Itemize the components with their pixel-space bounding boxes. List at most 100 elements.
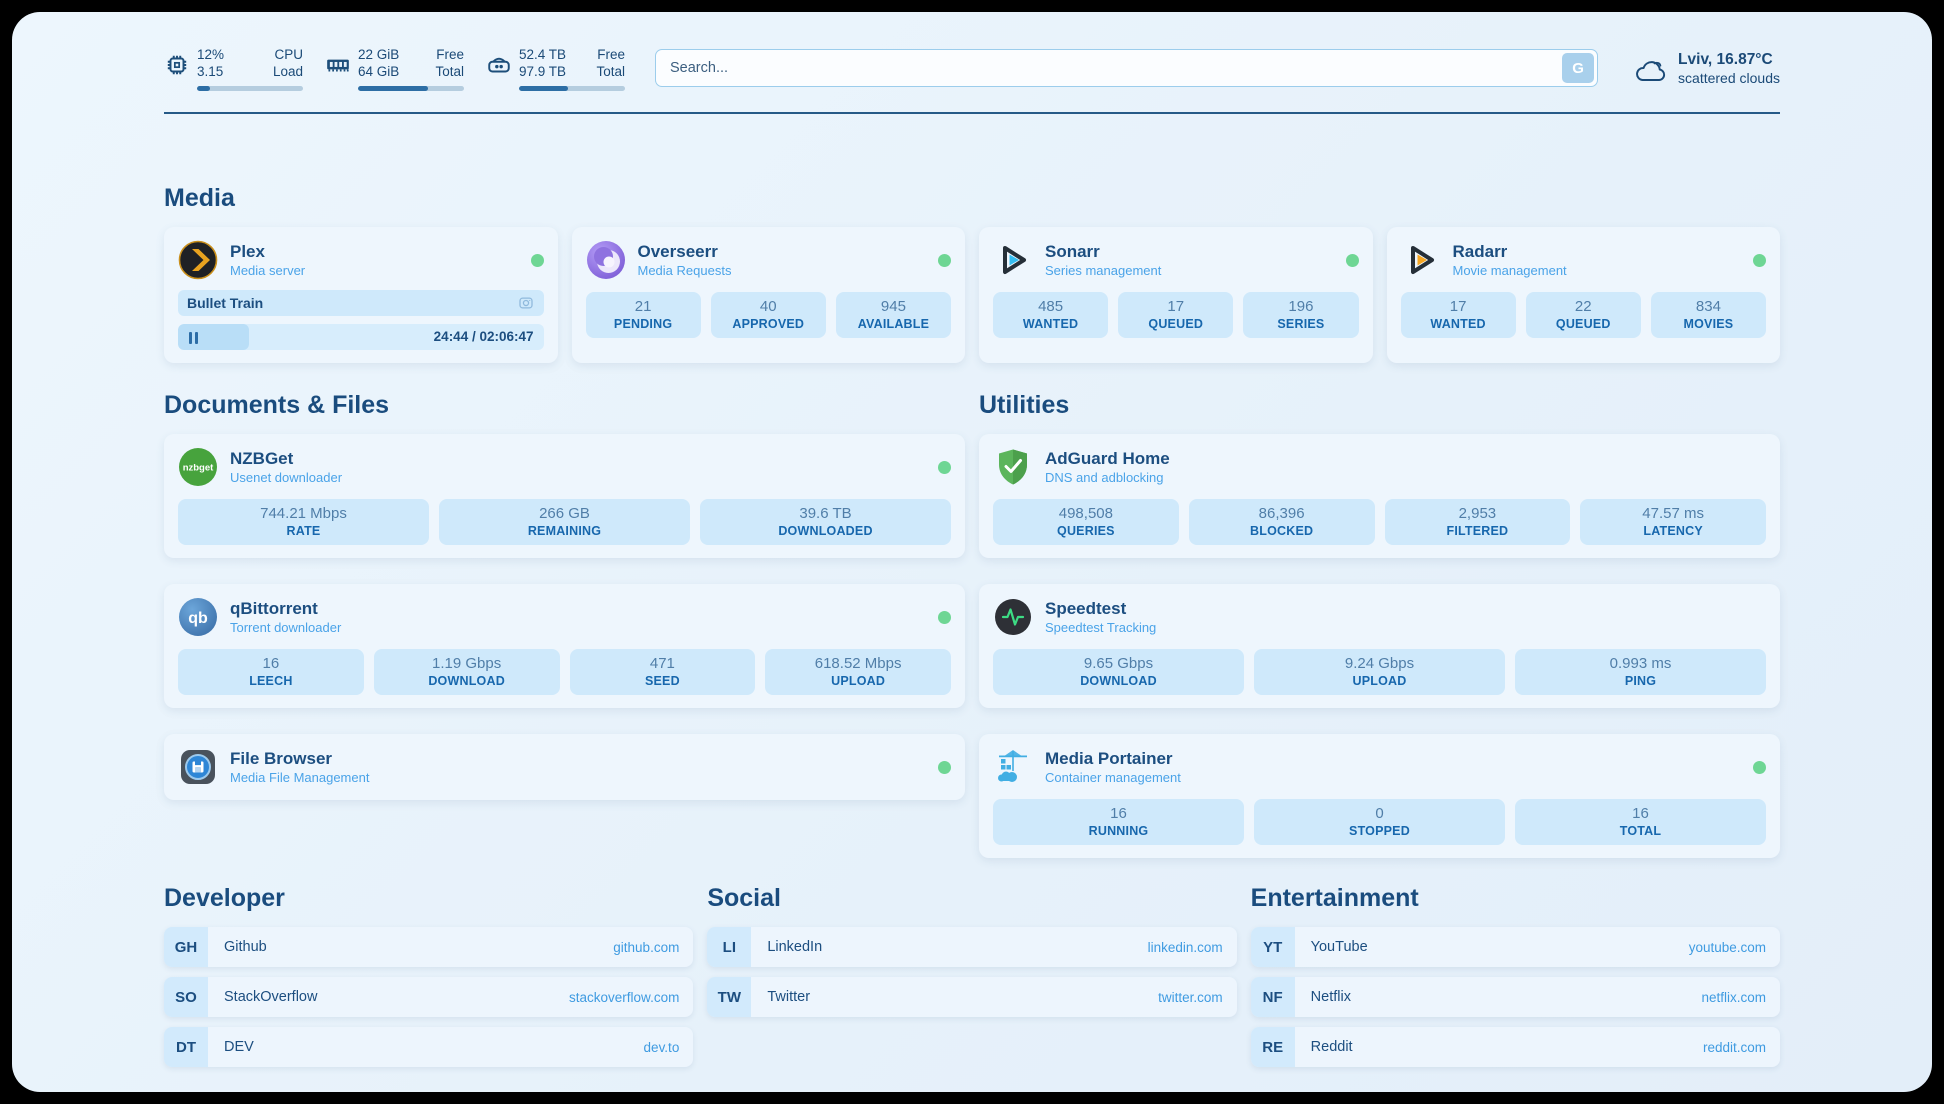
bookmark-url[interactable]: twitter.com xyxy=(1158,989,1223,1005)
ram-total-label: Total xyxy=(435,63,464,79)
app-subtitle: DNS and adblocking xyxy=(1045,470,1164,485)
stat-value: 21 xyxy=(634,298,652,315)
app-card-portainer[interactable]: Media Portainer Container management 16 … xyxy=(979,734,1780,858)
bookmark-reddit[interactable]: RE Reddit reddit.com xyxy=(1250,1027,1780,1067)
section-title-documents: Documents & Files xyxy=(164,391,390,419)
reddit-abbr-icon: RE xyxy=(1250,1027,1295,1067)
stat-label: DOWNLOAD xyxy=(1080,674,1157,688)
stat-label: QUEUED xyxy=(1555,317,1611,331)
pause-icon[interactable] xyxy=(187,331,200,344)
stat-label: LEECH xyxy=(249,674,293,688)
app-title: Radarr xyxy=(1452,242,1508,261)
stat-label: TOTAL xyxy=(1619,824,1662,838)
stat-label: DOWNLOAD xyxy=(428,674,505,688)
bookmark-url[interactable]: github.com xyxy=(613,939,680,955)
bookmark-url[interactable]: linkedin.com xyxy=(1147,939,1223,955)
app-card-plex[interactable]: Plex Media server Bullet Train 24 xyxy=(164,227,558,363)
app-card-sonarr[interactable]: Sonarr Series management 485 WANTED 17 Q… xyxy=(979,227,1373,363)
bookmark-linkedin[interactable]: LI LinkedIn linkedin.com xyxy=(707,927,1237,967)
bookmark-url[interactable]: reddit.com xyxy=(1702,1039,1766,1055)
now-playing-row: Bullet Train xyxy=(178,290,544,316)
nzbget-icon: nzbget xyxy=(178,447,218,487)
disk-icon xyxy=(486,52,512,78)
status-dot-online xyxy=(938,460,951,474)
stat-tile: 9.65 Gbps DOWNLOAD xyxy=(993,649,1244,695)
app-card-adguard[interactable]: AdGuard Home DNS and adblocking 498,508 … xyxy=(979,434,1780,558)
stat-label: WANTED xyxy=(1430,317,1486,331)
weather-location-temp: Lviv, 16.87°C xyxy=(1678,50,1773,68)
bookmark-url[interactable]: dev.to xyxy=(643,1039,680,1055)
app-card-radarr[interactable]: Radarr Movie management 17 WANTED 22 QUE… xyxy=(1386,227,1780,363)
ram-icon xyxy=(325,52,351,78)
app-subtitle: Media server xyxy=(230,263,306,278)
stat-tile: 17 WANTED xyxy=(1400,292,1516,338)
stat-label: STOPPED xyxy=(1349,824,1410,838)
app-title: Media Portainer xyxy=(1045,749,1173,768)
app-card-qbittorrent[interactable]: qb qBittorrent Torrent downloader 16 LEE… xyxy=(164,584,965,708)
app-card-nzbget[interactable]: nzbget NZBGet Usenet downloader 744.21 M… xyxy=(164,434,965,558)
status-dot-online xyxy=(938,760,951,774)
disk-stat: 52.4 TB 97.9 TB Free Total xyxy=(486,46,625,91)
filebrowser-icon xyxy=(178,747,218,787)
bookmark-netflix[interactable]: NF Netflix netflix.com xyxy=(1250,977,1780,1017)
bookmark-url[interactable]: stackoverflow.com xyxy=(569,989,680,1005)
stat-tile: 21 PENDING xyxy=(585,292,701,338)
app-card-overseerr[interactable]: Overseerr Media Requests 21 PENDING 40 A… xyxy=(571,227,965,363)
stat-tile: 16 RUNNING xyxy=(993,799,1244,845)
stat-value: 2,953 xyxy=(1458,505,1497,522)
stat-value: 498,508 xyxy=(1058,505,1113,522)
stat-tile: 266 GB REMAINING xyxy=(439,499,690,545)
stat-tile: 744.21 Mbps RATE xyxy=(178,499,429,545)
qbittorrent-icon: qb xyxy=(178,597,218,637)
bookmark-url[interactable]: netflix.com xyxy=(1701,989,1766,1005)
stat-value: 834 xyxy=(1695,298,1721,315)
bookmark-dev[interactable]: DT DEV dev.to xyxy=(164,1027,694,1067)
speedtest-icon xyxy=(993,597,1033,637)
bookmark-twitter[interactable]: TW Twitter twitter.com xyxy=(707,977,1237,1017)
stat-label: FILTERED xyxy=(1446,524,1509,538)
app-title: AdGuard Home xyxy=(1045,449,1170,468)
app-title: Speedtest xyxy=(1045,599,1127,618)
bookmark-group-developer: Developer GH Github github.com SO StackO… xyxy=(164,884,694,1067)
status-dot-online xyxy=(530,253,544,267)
disk-free-label: Free xyxy=(597,46,625,62)
bookmark-name: Github xyxy=(224,939,267,955)
search-bar: G xyxy=(655,49,1599,87)
stat-value: 0.993 ms xyxy=(1609,655,1672,672)
stat-value: 1.19 Gbps xyxy=(432,655,502,672)
bookmark-name: StackOverflow xyxy=(224,989,318,1005)
ram-free-value: 22 GiB xyxy=(358,46,400,62)
bookmark-github[interactable]: GH Github github.com xyxy=(164,927,694,967)
dev-abbr-icon: DT xyxy=(164,1027,208,1067)
stat-value: 17 xyxy=(1167,298,1185,315)
bookmark-name: Netflix xyxy=(1310,989,1351,1005)
stat-label: SERIES xyxy=(1277,317,1325,331)
stat-value: 22 xyxy=(1574,298,1592,315)
stat-tile: 618.52 Mbps UPLOAD xyxy=(765,649,951,695)
app-subtitle: Media File Management xyxy=(230,770,370,785)
google-search-button[interactable]: G xyxy=(1562,53,1595,83)
search-input[interactable] xyxy=(655,49,1599,87)
disk-total-label: Total xyxy=(596,63,625,79)
stat-tile: 834 MOVIES xyxy=(1650,292,1767,338)
stat-tile: 485 WANTED xyxy=(993,292,1109,338)
stat-value: 39.6 TB xyxy=(799,505,852,522)
header: 12% 3.15 CPU Load xyxy=(164,40,1780,96)
bookmark-stackoverflow[interactable]: SO StackOverflow stackoverflow.com xyxy=(164,977,694,1017)
stat-tile: 22 QUEUED xyxy=(1525,292,1641,338)
stat-tile: 47.57 ms LATENCY xyxy=(1580,499,1766,545)
bookmark-youtube[interactable]: YT YouTube youtube.com xyxy=(1250,927,1780,967)
stat-value: 266 GB xyxy=(539,505,590,522)
stat-tile: 39.6 TB DOWNLOADED xyxy=(700,499,951,545)
stat-tile: 16 LEECH xyxy=(178,649,364,695)
cpu-icon xyxy=(164,52,190,78)
app-subtitle: Speedtest Tracking xyxy=(1045,620,1157,635)
app-card-filebrowser[interactable]: File Browser Media File Management xyxy=(164,734,965,800)
weather-widget[interactable]: Lviv, 16.87°C scattered clouds xyxy=(1632,50,1780,87)
app-card-speedtest[interactable]: Speedtest Speedtest Tracking 9.65 Gbps D… xyxy=(979,584,1780,708)
stat-label: AVAILABLE xyxy=(857,317,930,331)
weather-condition: scattered clouds xyxy=(1678,69,1780,86)
stat-value: 9.24 Gbps xyxy=(1344,655,1415,672)
bookmark-url[interactable]: youtube.com xyxy=(1688,939,1766,955)
app-title: Plex xyxy=(230,242,265,261)
